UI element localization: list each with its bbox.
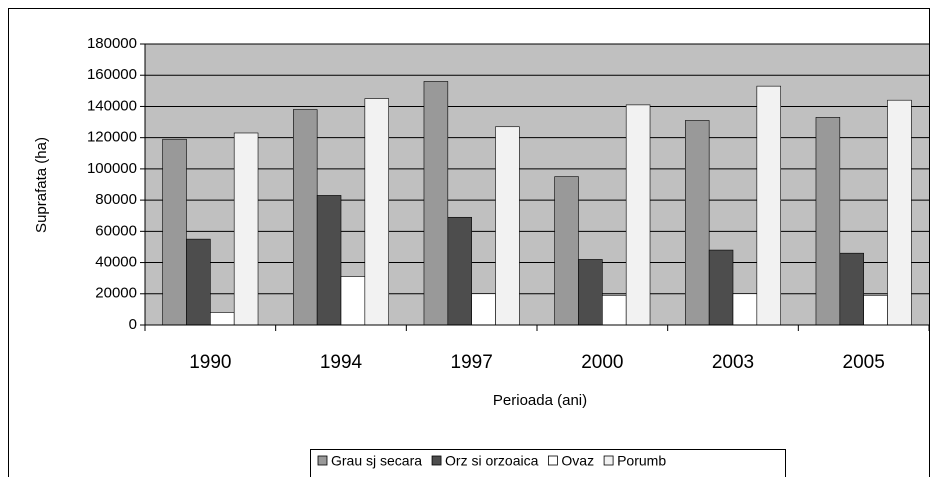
bar <box>162 138 187 326</box>
y-tick-label: 20000 <box>95 285 137 302</box>
legend-label: Porumb <box>617 453 666 469</box>
y-tick-label: 0 <box>129 316 137 333</box>
y-tick-label: 120000 <box>87 129 137 146</box>
legend-swatch <box>431 455 442 466</box>
legend-label: Grau sj secara <box>331 453 422 469</box>
x-axis-label: Perioada (ani) <box>493 392 587 409</box>
legend-box <box>310 449 786 477</box>
bar <box>863 295 888 326</box>
bar <box>625 104 651 326</box>
bar <box>685 120 710 326</box>
y-tick-label: 180000 <box>87 35 137 52</box>
y-tick-label: 60000 <box>95 222 137 239</box>
x-tick-label: 2005 <box>843 352 885 373</box>
bar <box>756 85 781 326</box>
y-tick-label: 40000 <box>95 254 137 271</box>
bar <box>839 252 864 326</box>
bar <box>186 238 211 326</box>
bar <box>340 276 366 326</box>
y-tick-label: 80000 <box>95 191 137 208</box>
bar <box>578 259 603 326</box>
y-axis-label: Suprafata (ha) <box>33 137 50 233</box>
bar <box>554 176 579 326</box>
x-tick-label: 2000 <box>581 352 623 373</box>
bar <box>495 126 520 326</box>
x-tick-label: 2003 <box>712 352 754 373</box>
y-tick-label: 140000 <box>87 97 137 114</box>
bar <box>423 81 449 326</box>
x-tick-label: 1990 <box>189 352 231 373</box>
bar <box>293 109 318 326</box>
bar <box>233 132 259 326</box>
x-tick-label: 1997 <box>451 352 493 373</box>
plot-area <box>145 44 929 325</box>
legend-label: Ovaz <box>561 453 594 469</box>
bar <box>210 312 235 326</box>
legend-swatch <box>548 455 558 466</box>
y-tick-label: 100000 <box>87 160 137 177</box>
bar <box>815 117 841 326</box>
x-tick-label: 1994 <box>320 352 363 373</box>
bar <box>708 249 734 326</box>
bar <box>887 99 912 326</box>
legend-label: Orz si orzoaica <box>445 453 539 469</box>
bar <box>364 98 389 326</box>
bar <box>316 195 342 326</box>
legend-swatch <box>317 455 328 466</box>
bar <box>471 293 496 326</box>
bar <box>602 295 627 326</box>
bar <box>447 216 472 326</box>
y-tick-label: 160000 <box>87 66 137 83</box>
legend-swatch <box>603 455 614 466</box>
bar <box>732 293 758 326</box>
